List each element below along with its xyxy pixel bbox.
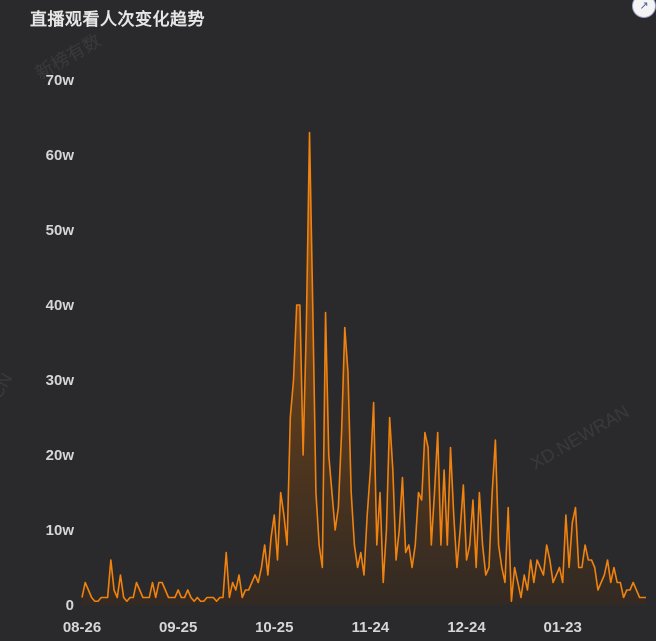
- watermark-text: XD.NEWRAN: [527, 401, 632, 473]
- area-fill: [82, 132, 646, 605]
- x-tick-label: 08-26: [63, 619, 101, 636]
- x-tick-label: 10-25: [255, 619, 293, 636]
- y-tick-label: 30w: [46, 372, 75, 389]
- chart-title: 直播观看人次变化趋势: [30, 10, 205, 30]
- y-tick-label: 0: [66, 597, 74, 614]
- x-tick-label: 12-24: [447, 619, 486, 636]
- x-axis: 08-26 09-25 10-25 11-24 12-24 01-23: [63, 619, 582, 636]
- y-tick-label: 60w: [46, 147, 75, 164]
- watermark-text: CN: [0, 369, 16, 402]
- x-tick-label: 01-23: [543, 619, 581, 636]
- y-tick-label: 40w: [46, 297, 75, 314]
- y-tick-label: 50w: [46, 222, 75, 239]
- x-tick-label: 09-25: [159, 619, 197, 636]
- y-axis: 0 10w 20w 30w 40w 50w 60w 70w: [46, 72, 75, 614]
- y-tick-label: 70w: [46, 72, 75, 89]
- y-tick-label: 10w: [46, 522, 75, 539]
- x-tick-label: 11-24: [352, 619, 390, 636]
- series-line: [81, 131, 646, 603]
- y-tick-label: 20w: [46, 447, 75, 464]
